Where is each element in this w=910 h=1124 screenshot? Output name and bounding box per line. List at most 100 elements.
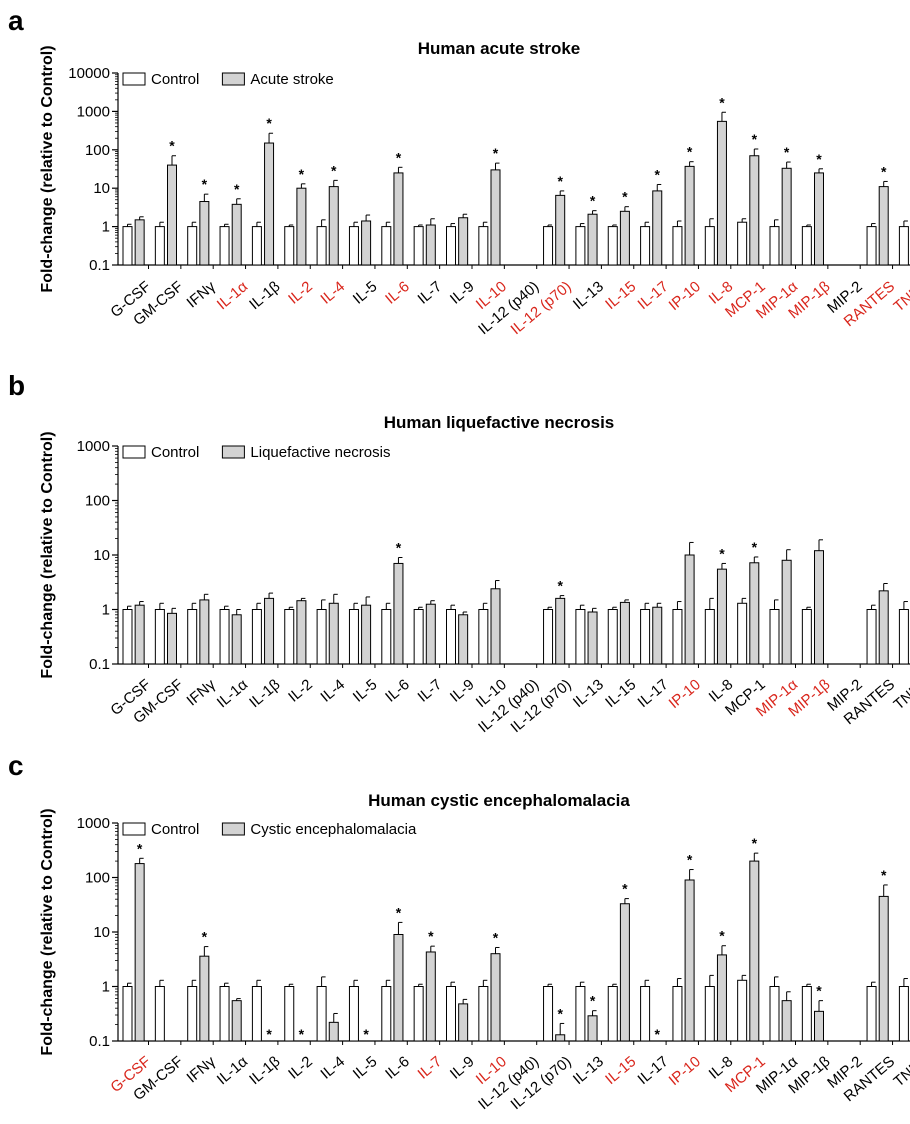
bar-control xyxy=(219,986,230,1042)
bar-control xyxy=(769,609,780,665)
bar-condition xyxy=(296,600,307,665)
bar-control xyxy=(866,226,877,266)
significance-star: * xyxy=(719,94,725,110)
category-label: IL-17 xyxy=(635,278,672,313)
category-label: IL-6 xyxy=(382,278,413,308)
bar-condition xyxy=(781,167,792,266)
bar-control xyxy=(575,986,586,1042)
bar-control xyxy=(478,986,489,1042)
bar-condition xyxy=(425,224,436,266)
bar-control xyxy=(348,986,359,1042)
bar-control xyxy=(446,986,456,1042)
category-label: TNFα xyxy=(891,676,910,714)
bar-condition xyxy=(749,860,760,1042)
bar-control xyxy=(446,226,456,266)
y-tick-label: 1000 xyxy=(77,438,110,455)
y-tick-label: 0.1 xyxy=(89,1033,110,1050)
bar-condition xyxy=(296,187,307,266)
significance-star: * xyxy=(266,1026,272,1042)
bar-control xyxy=(284,986,295,1042)
y-tick-label: 1 xyxy=(102,602,110,619)
y-tick-label: 1000 xyxy=(77,103,110,120)
legend-swatch xyxy=(122,822,146,836)
bar-control xyxy=(413,986,424,1042)
y-tick-label: 100 xyxy=(85,142,110,159)
bar-control xyxy=(801,609,812,665)
y-tick-label: 100 xyxy=(85,493,110,510)
category-label: IL-5 xyxy=(350,278,381,308)
significance-star: * xyxy=(331,162,337,178)
category-label: IL-2 xyxy=(285,278,316,308)
bar-condition xyxy=(587,611,598,665)
category-label: IL-4 xyxy=(317,278,348,308)
bar-condition xyxy=(361,604,372,665)
bar-condition xyxy=(684,554,695,665)
bar-condition xyxy=(393,172,404,266)
significance-star: * xyxy=(687,144,693,160)
bar-condition xyxy=(619,210,630,266)
bar-control xyxy=(122,226,133,266)
legend-label: Cystic encephalomalacia xyxy=(250,821,417,838)
significance-star: * xyxy=(493,929,499,945)
bar-condition xyxy=(231,1000,242,1042)
bar-control xyxy=(316,609,327,665)
significance-star: * xyxy=(622,189,628,205)
bar-condition xyxy=(134,863,145,1042)
significance-star: * xyxy=(557,1005,563,1021)
significance-star: * xyxy=(557,578,563,594)
bar-condition xyxy=(393,933,404,1042)
significance-star: * xyxy=(816,151,822,167)
bar-control xyxy=(543,226,554,266)
significance-star: * xyxy=(784,144,790,160)
category-label: IL-1β xyxy=(246,1053,284,1088)
bar-condition xyxy=(231,614,242,665)
category-label: IL-7 xyxy=(414,278,445,308)
chart-panel-c: c Human cystic encephalomalacia Fold-chang… xyxy=(8,750,910,1113)
significance-star: * xyxy=(719,928,725,944)
bar-condition xyxy=(555,1034,566,1042)
legend-swatch xyxy=(122,72,146,86)
category-label: IP-10 xyxy=(666,676,704,712)
significance-star: * xyxy=(169,138,175,154)
bar-condition xyxy=(652,190,663,266)
bar-condition xyxy=(878,895,889,1042)
bar-control xyxy=(284,609,295,665)
bar-condition xyxy=(814,172,824,266)
bar-condition xyxy=(490,588,501,665)
bar-condition xyxy=(199,955,210,1042)
category-label: IL-1α xyxy=(214,676,252,711)
panel-letter: b xyxy=(8,370,25,401)
legend-label: Liquefactive necrosis xyxy=(250,444,390,461)
bar-control xyxy=(122,986,133,1042)
bar-control xyxy=(381,609,392,665)
chart-title: Human cystic encephalomalacia xyxy=(368,791,630,810)
significance-star: * xyxy=(622,881,628,897)
bar-condition xyxy=(814,1010,824,1042)
bar-control xyxy=(801,986,812,1042)
significance-star: * xyxy=(752,131,758,147)
significance-star: * xyxy=(881,867,887,883)
bar-condition xyxy=(458,614,469,665)
bar-control xyxy=(866,609,877,665)
bar-condition xyxy=(555,194,566,266)
bar-control xyxy=(187,609,198,665)
significance-star: * xyxy=(655,166,661,182)
bar-control xyxy=(672,609,683,665)
bar-control xyxy=(122,609,133,665)
category-label: IL-17 xyxy=(635,1053,672,1088)
bar-control xyxy=(284,226,295,266)
bar-condition xyxy=(231,203,242,266)
category-label: IL-9 xyxy=(447,278,478,308)
category-label: IL-5 xyxy=(350,676,381,706)
bar-condition xyxy=(684,879,695,1042)
bar-control xyxy=(413,609,424,665)
bar-control xyxy=(704,609,715,665)
significance-star: * xyxy=(493,145,499,161)
chart-title: Human liquefactive necrosis xyxy=(384,413,615,432)
significance-star: * xyxy=(234,181,240,197)
significance-star: * xyxy=(202,929,208,945)
category-label: IFNγ xyxy=(184,1053,220,1087)
bar-condition xyxy=(167,612,177,665)
y-axis-label: Fold-change (relative to Control) xyxy=(39,808,56,1055)
category-label: IP-10 xyxy=(666,278,704,314)
